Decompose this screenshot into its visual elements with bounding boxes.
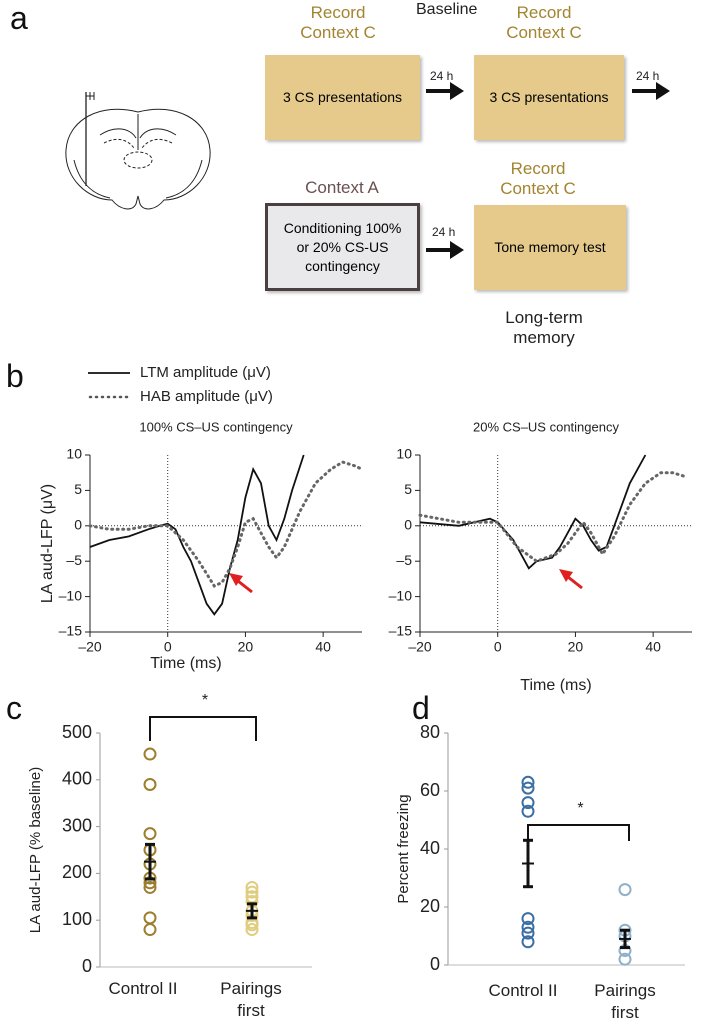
arrow-label: 24 h [430, 69, 454, 83]
y-tick-label: 100 [62, 909, 92, 929]
annotation-arrow [229, 569, 583, 594]
data-point [143, 777, 157, 791]
x-tick-label: 0 [494, 639, 502, 655]
series-line [419, 454, 647, 570]
y-tick-label: 0 [74, 517, 82, 533]
arrow-label: 24 h [432, 225, 456, 239]
data-point [143, 747, 157, 761]
y-tick-label: 60 [420, 780, 440, 800]
chart-title: 20% CS–US contingency [473, 419, 619, 434]
y-tick-label: 5 [404, 481, 412, 497]
data-point [521, 804, 535, 818]
data-point [521, 775, 535, 789]
y-tick-label: 500 [62, 722, 92, 742]
x-tick-label: Control II [488, 981, 558, 1000]
data-point [143, 880, 157, 894]
step-box: 3 CS presentations [474, 55, 624, 140]
data-point [521, 926, 535, 940]
data-point [143, 923, 157, 937]
x-tick-label: Pairings first [220, 979, 282, 1020]
data-point [245, 890, 259, 904]
data-point [245, 918, 259, 932]
x-axis-label: Time (ms) [150, 655, 221, 672]
y-axis-label: Percent freezing [395, 794, 412, 903]
significance-bracket [149, 716, 257, 741]
x-tick-label: 20 [568, 639, 584, 655]
y-tick-label: 5 [74, 481, 82, 497]
brain-schematic [65, 92, 211, 210]
data-point [143, 911, 157, 925]
series-line [418, 471, 686, 563]
significance-label: * [202, 692, 208, 709]
data-point [618, 883, 632, 897]
arrows [426, 82, 670, 259]
y-tick-label: 10 [66, 446, 82, 462]
legend-label: LTM amplitude (μV) [140, 364, 271, 381]
y-tick-label: –5 [66, 552, 82, 568]
y-tick-label: 300 [62, 815, 92, 835]
series-line [89, 454, 305, 616]
y-tick-label: 20 [420, 896, 440, 916]
data-point [245, 880, 259, 894]
data-point [143, 827, 157, 841]
y-tick-label: 0 [430, 954, 440, 974]
data-point [245, 885, 259, 899]
panel-label: c [6, 690, 22, 726]
data-point [521, 920, 535, 934]
y-tick-label: 200 [62, 862, 92, 882]
x-tick-label: Control II [108, 979, 178, 998]
legend-label: HAB amplitude (μV) [140, 388, 273, 405]
test-box: Tone memory test [474, 205, 626, 290]
data-point [521, 935, 535, 949]
panel-label: b [6, 358, 24, 394]
y-tick-label: 10 [396, 446, 412, 462]
x-tick-label: 20 [238, 639, 254, 655]
baseline-label: Baseline [416, 1, 478, 18]
series-line [88, 460, 364, 588]
y-tick-label: 0 [82, 956, 92, 976]
x-tick-label: Pairings first [594, 981, 656, 1020]
step-header: Record Context C [300, 3, 376, 42]
data-point [618, 952, 632, 966]
y-tick-label: 40 [420, 838, 440, 858]
x-tick-label: 40 [315, 639, 331, 655]
x-axis-label: Time (ms) [520, 677, 591, 694]
y-tick-label: –10 [389, 587, 413, 603]
y-tick-label: 0 [404, 517, 412, 533]
y-tick-label: –10 [59, 587, 83, 603]
x-tick-label: –20 [78, 639, 102, 655]
conditioning-box: Conditioning 100% or 20% CS-US contingen… [265, 203, 420, 291]
test-footer: Long-term memory [505, 308, 583, 347]
panel-label: d [412, 690, 430, 726]
x-tick-label: –20 [408, 639, 432, 655]
y-tick-label: –15 [59, 623, 83, 639]
data-point [521, 912, 535, 926]
data-point [521, 796, 535, 810]
x-tick-label: 0 [164, 639, 172, 655]
conditioning-header: Context A [305, 178, 379, 197]
y-tick-label: 80 [420, 722, 440, 742]
significance-label: * [577, 800, 583, 817]
y-tick-label: –15 [389, 623, 413, 639]
y-tick-label: –5 [396, 552, 412, 568]
panel-label: a [10, 0, 28, 36]
data-point [521, 781, 535, 795]
step-header: Record Context C [506, 3, 582, 42]
test-header: Record Context C [500, 159, 576, 198]
y-axis-label: LA aud-LFP (% baseline) [27, 767, 44, 934]
x-tick-label: 40 [645, 639, 661, 655]
y-axis-label: LA aud-LFP (μV) [39, 484, 56, 603]
chart-title: 100% CS–US contingency [139, 419, 293, 434]
data-point [245, 923, 259, 937]
y-tick-label: 400 [62, 769, 92, 789]
arrow-label: 24 h [636, 69, 660, 83]
step-box: 3 CS presentations [265, 55, 420, 140]
significance-bracket [527, 824, 630, 841]
